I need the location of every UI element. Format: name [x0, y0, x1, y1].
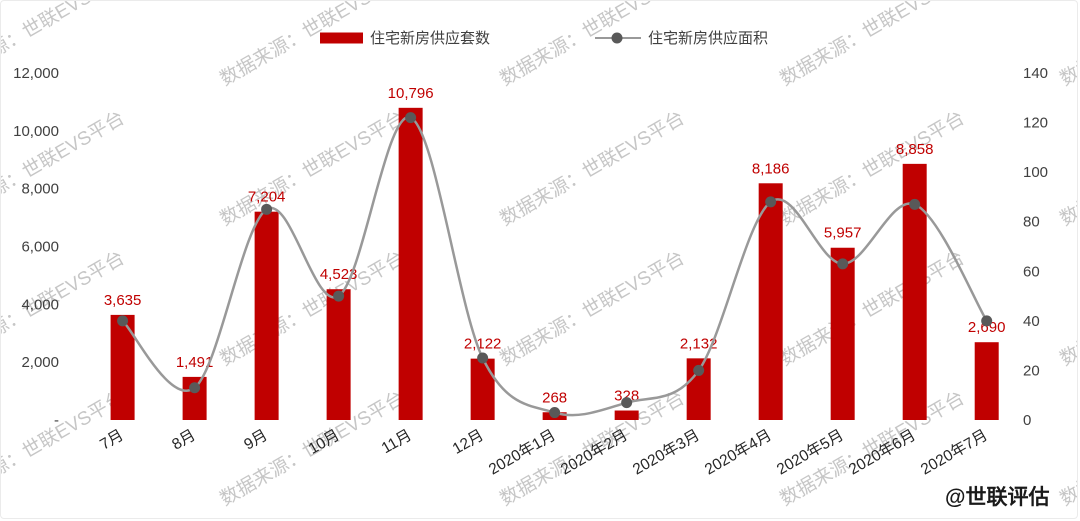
svg-text:60: 60: [1023, 263, 1040, 280]
svg-text:120: 120: [1023, 115, 1048, 132]
svg-text:2020年2月: 2020年2月: [557, 426, 630, 479]
svg-text:8,000: 8,000: [21, 181, 59, 198]
svg-text:2020年4月: 2020年4月: [701, 426, 774, 479]
svg-text:4,000: 4,000: [21, 296, 59, 313]
svg-text:140: 140: [1023, 65, 1048, 82]
svg-text:100: 100: [1023, 164, 1048, 181]
svg-text:5,957: 5,957: [824, 225, 862, 242]
svg-text:3,635: 3,635: [104, 292, 142, 309]
svg-text:12月: 12月: [450, 427, 487, 458]
svg-text:8,858: 8,858: [896, 141, 934, 158]
svg-text:8,186: 8,186: [752, 160, 790, 177]
svg-text:2,122: 2,122: [464, 336, 502, 353]
svg-text:2020年6月: 2020年6月: [846, 426, 919, 479]
svg-text:10,796: 10,796: [388, 85, 434, 102]
svg-text:-: -: [54, 412, 59, 429]
svg-text:2020年3月: 2020年3月: [629, 426, 702, 479]
svg-text:6,000: 6,000: [21, 239, 59, 256]
svg-text:0: 0: [1023, 412, 1031, 429]
svg-text:2,000: 2,000: [21, 354, 59, 371]
svg-text:7,204: 7,204: [248, 189, 286, 206]
svg-text:80: 80: [1023, 214, 1040, 231]
svg-text:12,000: 12,000: [13, 65, 59, 82]
svg-text:9月: 9月: [241, 427, 270, 454]
svg-text:10月: 10月: [306, 427, 343, 458]
svg-text:2020年1月: 2020年1月: [485, 426, 558, 479]
svg-text:20: 20: [1023, 362, 1040, 379]
svg-text:7月: 7月: [97, 427, 126, 454]
svg-text:2020年5月: 2020年5月: [773, 426, 846, 479]
svg-text:40: 40: [1023, 313, 1040, 330]
svg-text:268: 268: [542, 389, 567, 406]
svg-text:8月: 8月: [169, 427, 198, 454]
svg-text:2020年7月: 2020年7月: [918, 426, 991, 479]
svg-text:10,000: 10,000: [13, 123, 59, 140]
svg-text:11月: 11月: [379, 427, 415, 458]
